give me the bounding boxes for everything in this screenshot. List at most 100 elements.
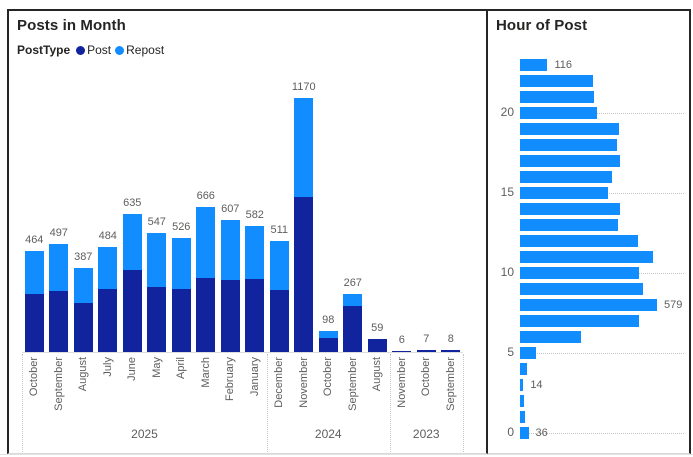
post-segment[interactable] xyxy=(245,279,265,352)
month-label-slot: October xyxy=(414,357,439,423)
hour-bar-11[interactable] xyxy=(520,251,654,263)
post-segment[interactable] xyxy=(171,289,191,352)
month-label-slot: July xyxy=(96,357,121,423)
post-segment[interactable] xyxy=(294,197,314,352)
repost-segment[interactable] xyxy=(171,237,191,290)
hour-bar-7[interactable] xyxy=(520,315,640,327)
hour-bar-21[interactable] xyxy=(520,91,594,103)
post-segment[interactable] xyxy=(343,305,363,352)
month-label-slot: March xyxy=(194,357,219,423)
stacked-bar[interactable] xyxy=(147,233,167,352)
stacked-bar[interactable] xyxy=(49,244,69,352)
stacked-bar[interactable] xyxy=(220,220,240,352)
hour-row-19 xyxy=(520,123,620,135)
repost-segment[interactable] xyxy=(122,214,142,271)
month-label-slot: May xyxy=(145,357,170,423)
repost-segment[interactable] xyxy=(196,207,216,278)
hour-bar-0[interactable] xyxy=(520,427,529,439)
stacked-bar[interactable] xyxy=(73,268,93,352)
stacked-bar-plot-area: 464 497 387 484 635 547 526 666 607 582 511 1170 98 2… xyxy=(22,81,463,352)
month-axis-label: June xyxy=(126,357,139,381)
bar-total-label: 59 xyxy=(371,322,384,335)
repost-segment[interactable] xyxy=(73,268,93,303)
post-segment[interactable] xyxy=(147,286,167,352)
hour-bar-2[interactable] xyxy=(520,395,525,407)
hour-bar-9[interactable] xyxy=(520,283,644,295)
post-segment[interactable] xyxy=(24,294,44,352)
hour-bar-14[interactable] xyxy=(520,203,621,215)
bar-slot-october-2023: 7 xyxy=(414,96,439,352)
hour-bar-4[interactable] xyxy=(520,363,527,375)
hour-bar-17[interactable] xyxy=(520,155,621,167)
repost-segment[interactable] xyxy=(318,330,338,338)
hour-bar-18[interactable] xyxy=(520,139,617,151)
post-segment[interactable] xyxy=(392,350,412,352)
hour-bar-19[interactable] xyxy=(520,123,620,135)
post-segment[interactable] xyxy=(220,280,240,352)
hour-bar-3[interactable] xyxy=(520,379,524,391)
post-segment[interactable] xyxy=(416,350,436,352)
stacked-bar[interactable] xyxy=(196,207,216,352)
month-label-slot: September xyxy=(47,357,72,423)
legend-post-label: Post xyxy=(87,43,112,57)
month-axis-label: January xyxy=(248,357,261,397)
post-segment[interactable] xyxy=(73,302,93,352)
y-tick-15: 15 xyxy=(500,185,514,199)
post-segment[interactable] xyxy=(98,289,118,352)
repost-segment[interactable] xyxy=(49,244,69,292)
hour-bar-1[interactable] xyxy=(520,411,525,423)
post-segment[interactable] xyxy=(122,270,142,352)
repost-segment[interactable] xyxy=(343,294,363,306)
hour-row-11 xyxy=(520,251,654,263)
posts-in-month-panel: Posts in Month PostType Post Repost 464 4… xyxy=(7,9,488,454)
post-segment[interactable] xyxy=(196,277,216,352)
month-axis-label: September xyxy=(346,357,359,411)
legend-item-repost[interactable]: Repost xyxy=(115,43,164,57)
hour-bar-13[interactable] xyxy=(520,219,618,231)
stacked-bar[interactable] xyxy=(416,350,436,352)
bar-total-label: 267 xyxy=(343,277,362,290)
stacked-bar[interactable] xyxy=(269,241,289,352)
stacked-bar[interactable] xyxy=(294,98,314,352)
hour-bar-8[interactable] xyxy=(520,299,657,311)
stacked-bar[interactable] xyxy=(318,330,338,352)
post-segment[interactable] xyxy=(367,339,387,352)
gridline-hour-5 xyxy=(520,353,684,354)
repost-segment[interactable] xyxy=(220,220,240,281)
bar-total-label: 582 xyxy=(245,208,264,221)
repost-segment[interactable] xyxy=(269,241,289,290)
post-segment[interactable] xyxy=(269,289,289,352)
stacked-bar[interactable] xyxy=(392,350,412,352)
hour-bar-5[interactable] xyxy=(520,347,537,359)
stacked-bar[interactable] xyxy=(171,237,191,352)
hour-bar-12[interactable] xyxy=(520,235,639,247)
stacked-bar[interactable] xyxy=(245,225,265,352)
repost-segment[interactable] xyxy=(98,246,118,290)
stacked-bar[interactable] xyxy=(441,350,461,352)
stacked-bar[interactable] xyxy=(343,294,363,352)
post-segment[interactable] xyxy=(49,291,69,352)
stacked-bar[interactable] xyxy=(122,214,142,352)
stacked-bar[interactable] xyxy=(367,339,387,352)
hour-value-label-8: 579 xyxy=(664,299,683,311)
bar-slot-november-2024: 1170 xyxy=(292,81,317,352)
stacked-bar[interactable] xyxy=(98,246,118,352)
legend-item-post[interactable]: Post xyxy=(76,43,111,57)
repost-segment[interactable] xyxy=(147,233,167,287)
hour-bar-10[interactable] xyxy=(520,267,640,279)
hour-bar-15[interactable] xyxy=(520,187,609,199)
bar-total-label: 6 xyxy=(398,333,405,346)
hour-bar-6[interactable] xyxy=(520,331,581,343)
hour-bar-22[interactable] xyxy=(520,75,594,87)
hour-bar-16[interactable] xyxy=(520,171,613,183)
post-segment[interactable] xyxy=(318,337,338,352)
hour-bar-20[interactable] xyxy=(520,107,597,119)
post-segment[interactable] xyxy=(441,350,461,352)
repost-segment[interactable] xyxy=(24,251,44,295)
repost-segment[interactable] xyxy=(294,98,314,198)
month-axis-label: February xyxy=(224,357,237,402)
repost-segment[interactable] xyxy=(245,225,265,280)
hour-bar-23[interactable] xyxy=(520,59,548,71)
hour-row-10 xyxy=(520,267,640,279)
stacked-bar[interactable] xyxy=(24,251,44,352)
